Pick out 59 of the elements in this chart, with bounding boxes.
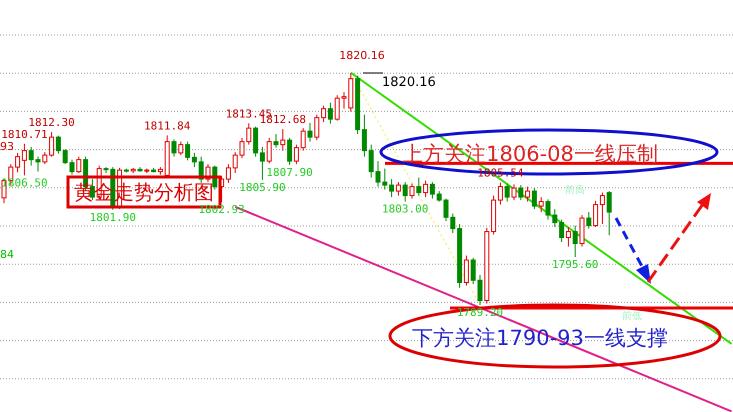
candlestick bbox=[70, 159, 74, 176]
candlestick bbox=[36, 156, 40, 172]
candlestick bbox=[376, 160, 380, 188]
annotation: 1811.84 bbox=[144, 119, 191, 132]
candlestick bbox=[586, 212, 592, 230]
candlestick bbox=[274, 134, 278, 148]
candlestick bbox=[566, 226, 571, 248]
annotation: 93 bbox=[0, 140, 14, 153]
candlestick bbox=[328, 102, 333, 124]
candlestick bbox=[410, 183, 414, 200]
annotation: 前高 bbox=[565, 184, 585, 196]
candlestick bbox=[498, 182, 503, 206]
text: 前低 bbox=[622, 310, 642, 322]
candlestick bbox=[334, 94, 340, 122]
annotation: 84 bbox=[0, 248, 14, 261]
annotation: 1820.16 bbox=[382, 75, 436, 90]
candlestick bbox=[464, 255, 469, 286]
candlestick bbox=[532, 188, 537, 210]
candlestick bbox=[246, 122, 252, 146]
candlestick bbox=[185, 141, 190, 161]
candlestick bbox=[240, 137, 244, 159]
candlestick bbox=[572, 225, 578, 258]
candlestick bbox=[22, 143, 27, 176]
candlestick bbox=[518, 184, 524, 201]
candlestick bbox=[342, 92, 346, 110]
annotation: 1801.90 bbox=[90, 210, 136, 224]
candlestick bbox=[178, 141, 184, 156]
annotation: 1795.60 bbox=[552, 258, 598, 272]
text: 1820.16 bbox=[339, 49, 385, 62]
annotation: 1803.00 bbox=[382, 202, 428, 216]
annotation: 1807.90 bbox=[266, 166, 313, 179]
candlestick bbox=[600, 192, 605, 225]
candlestick bbox=[444, 198, 448, 222]
candlestick bbox=[287, 137, 292, 166]
candlestick bbox=[470, 257, 476, 285]
candlestick bbox=[172, 138, 176, 158]
candlestick bbox=[423, 180, 428, 198]
annotation: 1812.30 bbox=[28, 116, 75, 129]
candlestick bbox=[76, 156, 82, 174]
annotation: 上方关注1806-08一线压制 bbox=[402, 142, 658, 166]
candlestick bbox=[28, 146, 34, 166]
candlestick bbox=[593, 200, 598, 228]
annotation: 1810.71 bbox=[1, 128, 48, 141]
candlestick bbox=[308, 122, 312, 142]
candlestick bbox=[478, 274, 482, 306]
candlestick bbox=[402, 182, 408, 202]
candlestick bbox=[538, 196, 544, 213]
candlestick bbox=[416, 177, 422, 196]
annotation: 1805.90 bbox=[239, 180, 286, 194]
candlestick bbox=[396, 182, 401, 196]
candlestick bbox=[606, 190, 612, 236]
candlestick bbox=[280, 128, 286, 152]
candlestick bbox=[512, 184, 516, 201]
candlestick bbox=[266, 137, 272, 164]
candlestick bbox=[504, 183, 510, 202]
candlestick bbox=[525, 186, 530, 202]
candlestick bbox=[546, 198, 550, 220]
annotation: 1805.54 bbox=[477, 166, 524, 180]
candlestick bbox=[260, 146, 265, 180]
